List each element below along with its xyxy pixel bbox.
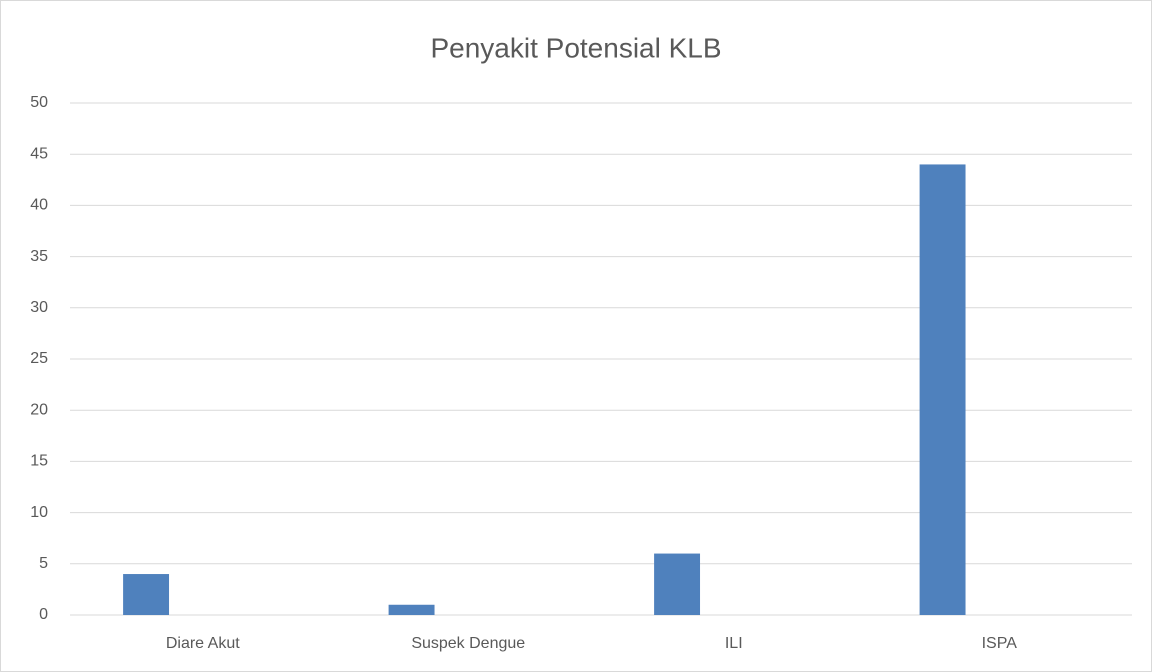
y-tick-label: 0 — [39, 606, 48, 623]
y-tick-label: 5 — [39, 555, 48, 572]
chart-title: Penyakit Potensial KLB — [430, 32, 721, 63]
y-tick-label: 40 — [30, 197, 48, 214]
bar — [654, 553, 701, 615]
y-tick-label: 45 — [30, 145, 48, 162]
x-tick-label: ISPA — [982, 635, 1018, 652]
y-tick-label: 35 — [30, 248, 48, 265]
x-tick-label: Diare Akut — [166, 635, 240, 652]
bar — [388, 604, 435, 615]
y-tick-label: 10 — [30, 504, 48, 521]
y-tick-label: 15 — [30, 453, 48, 470]
x-tick-label: ILI — [725, 635, 743, 652]
y-tick-label: 25 — [30, 350, 48, 367]
y-tick-label: 50 — [30, 94, 48, 111]
bar — [919, 164, 966, 615]
bar — [123, 574, 170, 615]
x-tick-label: Suspek Dengue — [411, 635, 525, 652]
y-tick-label: 20 — [30, 401, 48, 418]
y-tick-label: 30 — [30, 299, 48, 316]
